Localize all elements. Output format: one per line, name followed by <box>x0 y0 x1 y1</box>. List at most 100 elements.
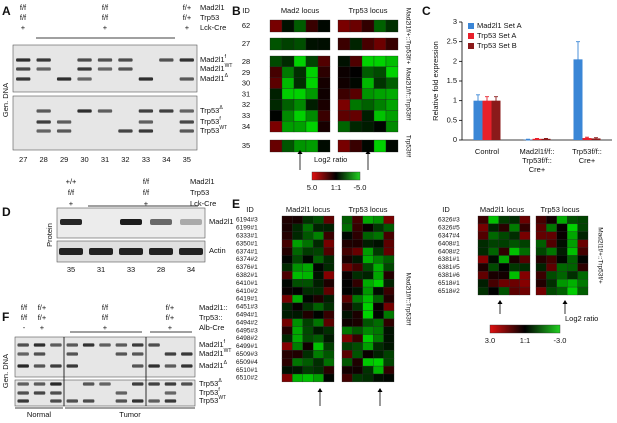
heatmap-cell <box>293 99 307 111</box>
heatmap-cell <box>477 263 489 272</box>
heatmap-cell <box>556 215 568 225</box>
colorbar <box>489 324 561 334</box>
band-label-base: Trp53 <box>200 117 219 126</box>
heatmap-cell <box>323 358 335 367</box>
heatmap-cell <box>477 223 489 232</box>
genotype: + <box>185 23 190 32</box>
heatmap-cell <box>352 294 363 304</box>
heatmap-cell <box>373 19 387 33</box>
heatmap-cell <box>488 286 499 296</box>
row-id: 6494#2 <box>236 319 258 326</box>
band-label: Trp53f <box>199 387 220 397</box>
row-id: 6518#2 <box>438 288 460 295</box>
heatmap-cell <box>323 310 335 319</box>
heatmap-cell <box>281 342 293 351</box>
heatmap-cell <box>313 302 324 311</box>
heatmap-cell <box>383 255 395 264</box>
row-id: 29 <box>242 68 250 77</box>
heatmap-cell <box>556 231 568 240</box>
heatmap-cell <box>567 215 578 225</box>
heatmap-cell <box>519 255 531 264</box>
heatmap-cell <box>535 279 547 288</box>
heatmap-cell <box>361 66 375 78</box>
heatmap-cell <box>535 255 547 264</box>
heatmap-cell <box>281 247 293 256</box>
genotype: + <box>21 23 26 32</box>
heatmap-cell <box>556 271 568 280</box>
row-id: 6518#1 <box>438 280 460 287</box>
heatmap-cell <box>362 358 374 367</box>
gel-band <box>66 343 78 347</box>
heatmap-cell <box>373 326 384 335</box>
gel-band <box>16 77 31 81</box>
heatmap-cell <box>556 239 568 248</box>
heatmap-cell <box>341 334 353 343</box>
y-label: Protein <box>45 223 54 247</box>
heatmap-cell <box>281 358 293 367</box>
heatmap-cell <box>519 215 531 225</box>
genotype: f/+ <box>38 303 47 312</box>
row-id: 6408#1 <box>438 240 460 247</box>
row-id: 6326#3 <box>438 217 460 224</box>
blot-band <box>60 219 82 225</box>
heatmap-cell <box>281 120 295 133</box>
x-tick-label: Mad2l1f/f:: Trp53f/f:: Cre+ <box>519 147 554 174</box>
row-id: 62 <box>242 21 250 30</box>
heatmap-cell <box>577 255 589 264</box>
heatmap-cell <box>337 66 351 78</box>
gel-band <box>164 364 177 368</box>
heatmap-cell <box>317 19 331 33</box>
error-bar <box>535 137 539 140</box>
heatmap-cell <box>498 231 510 240</box>
column-header: Mad2l1 locus <box>286 205 330 214</box>
heatmap-cell <box>313 350 324 359</box>
lane-number: 35 <box>67 265 75 274</box>
heatmap-cell <box>362 215 374 225</box>
genotype: f/f <box>102 313 109 322</box>
heatmap-cell <box>302 350 314 359</box>
heatmap-cell <box>337 37 351 51</box>
band-label-sup: Δ <box>219 105 223 111</box>
column-header: ID <box>442 205 450 214</box>
heatmap-cell <box>341 271 353 280</box>
heatmap-cell <box>305 88 319 100</box>
bar <box>482 100 492 140</box>
heatmap-cell <box>498 215 510 225</box>
genotype: f/f <box>68 188 75 197</box>
heatmap-cell <box>323 255 335 264</box>
x-tick-label-line: Mad2l1f/f:: <box>519 147 554 156</box>
heatmap-cell <box>535 286 547 296</box>
column-header: Mad2 locus <box>281 6 320 15</box>
genotype: f/f <box>102 13 109 22</box>
heatmap-cell <box>341 223 353 232</box>
heatmap-cell <box>383 326 395 335</box>
colorbar-title: Log2 ratio <box>565 314 598 323</box>
y-tick-label: 1.5 <box>447 76 457 85</box>
heatmap-cell <box>362 239 374 248</box>
genotype-row-label: Trp53 <box>200 13 219 22</box>
heatmap-cell <box>323 302 335 311</box>
y-tick-label: 0.5 <box>447 115 457 124</box>
heatmap-cell <box>281 318 293 327</box>
error-bar <box>485 96 489 106</box>
heatmap-cell <box>292 310 303 319</box>
colorbar-title: Log2 ratio <box>314 155 347 164</box>
heatmap-cell <box>577 223 589 232</box>
heatmap-cell <box>546 239 557 248</box>
heatmap-cell <box>385 77 399 89</box>
band-label-sup: WT <box>225 63 233 69</box>
genotype: f/f <box>21 313 28 322</box>
heatmap-cell <box>302 334 314 343</box>
heatmap-cell <box>509 239 520 248</box>
heatmap-cell <box>352 326 363 335</box>
x-tick-label-line: Trp53f/f:: <box>522 156 552 165</box>
band-label-sup: Δ <box>224 360 228 366</box>
row-id: 6381#1 <box>438 256 460 263</box>
gel-band <box>33 364 46 368</box>
heatmap-cell <box>362 302 374 311</box>
heatmap-cell <box>292 326 303 335</box>
heatmap-cell <box>292 215 303 225</box>
band-label: Mad2l1WT <box>200 63 232 73</box>
heatmap-cell <box>337 139 351 153</box>
